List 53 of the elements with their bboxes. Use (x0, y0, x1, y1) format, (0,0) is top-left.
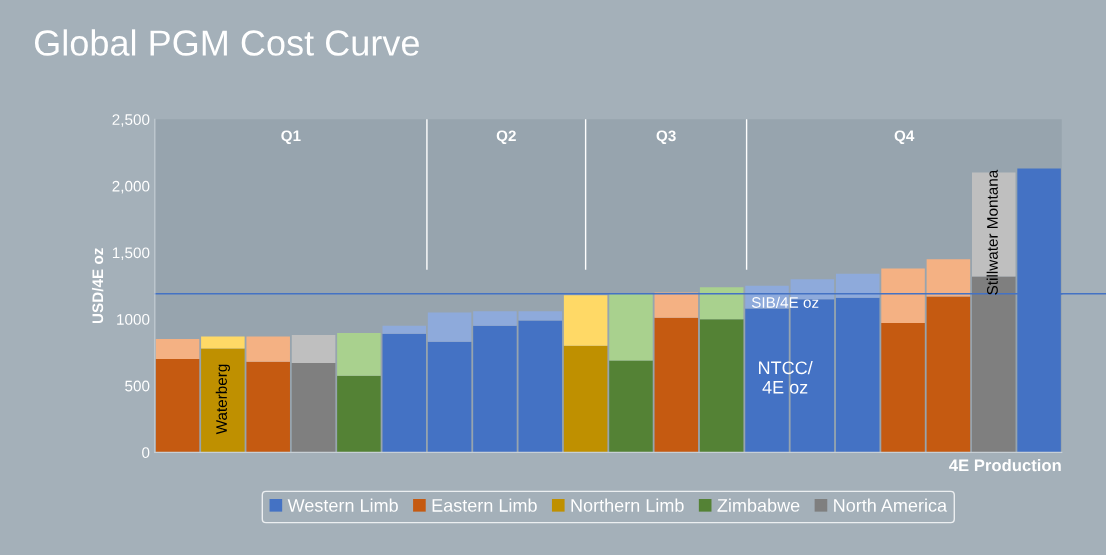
legend-label: North America (834, 498, 948, 512)
bar (926, 296, 971, 453)
annotation: Stillwater Montana (986, 169, 998, 295)
annotation: Q1 (281, 130, 301, 145)
bar (609, 293, 653, 361)
y-axis-title: USD/4E oz (91, 248, 104, 324)
bar (654, 317, 699, 453)
annotation: Waterberg (215, 364, 230, 435)
bar (155, 339, 200, 360)
bar (201, 348, 245, 453)
bar (926, 259, 971, 297)
legend-label: Eastern Limb (432, 498, 537, 512)
bar (246, 361, 290, 453)
y-tick-label: 0 (142, 447, 150, 459)
bar (835, 297, 880, 453)
y-tick-label: 2,000 (112, 180, 150, 194)
bar (382, 333, 427, 453)
bar (881, 323, 925, 453)
legend-label: Zimbabwe (717, 498, 800, 512)
annotation: Q4 (894, 130, 915, 145)
bar (699, 319, 744, 453)
bar (201, 336, 245, 349)
bar (291, 335, 336, 364)
bar (382, 325, 427, 334)
bar (473, 311, 517, 326)
bar (427, 312, 472, 342)
bar (835, 273, 880, 298)
legend-label: Western Limb (287, 498, 398, 512)
y-tick-label: 1000 (117, 313, 150, 325)
y-tick-label: 1,500 (112, 247, 150, 261)
y-tick-label: 500 (125, 380, 150, 392)
bar (337, 375, 381, 453)
bar (291, 363, 336, 453)
bar (654, 292, 699, 318)
annotation: Q3 (656, 130, 676, 145)
x-axis-title: 4E Production (949, 458, 1061, 472)
bar (427, 341, 472, 453)
bar (563, 345, 608, 453)
bar (563, 295, 608, 346)
bar (518, 320, 563, 453)
annotation: NTCC/ 4E oz (759, 360, 813, 394)
bar (609, 360, 653, 453)
y-tick-label: 2,500 (112, 114, 150, 127)
chart-title: Global PGM Cost Curve (35, 29, 419, 56)
bar (155, 359, 200, 453)
bar (699, 287, 744, 320)
bar (518, 311, 563, 321)
bar (473, 325, 517, 453)
annotation: Q2 (496, 130, 516, 145)
bar (881, 268, 925, 324)
bar (337, 333, 381, 376)
bar (246, 336, 290, 362)
legend-label: Northern Limb (571, 498, 684, 512)
